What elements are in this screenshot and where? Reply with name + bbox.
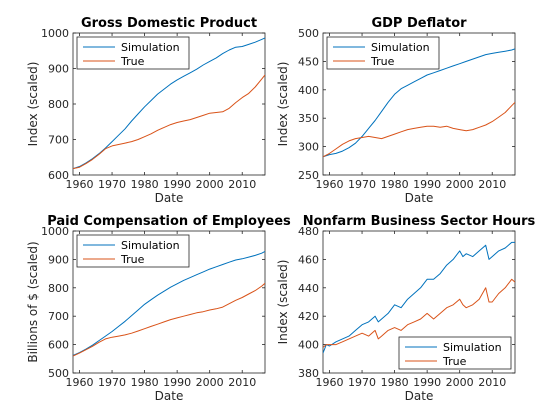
- series-line-simulation: [73, 250, 265, 356]
- x-tick-label: 1990: [413, 376, 441, 389]
- x-tick-label: 1960: [316, 178, 344, 191]
- x-tick-label: 1960: [316, 376, 344, 389]
- x-tick-label: 1980: [131, 376, 159, 389]
- legend-box: [326, 36, 440, 70]
- y-tick-label: 500: [298, 27, 319, 40]
- x-tick-label: 1990: [163, 376, 191, 389]
- x-tick-label: 2010: [478, 178, 506, 191]
- legend-label: True: [120, 55, 145, 68]
- x-tick-label: 2010: [228, 178, 256, 191]
- x-tick-label: 2000: [196, 178, 224, 191]
- series-line-simulation: [73, 37, 265, 170]
- y-tick-label: 420: [298, 310, 319, 323]
- legend-label: Simulation: [121, 41, 180, 54]
- y-tick-label: 600: [48, 339, 69, 352]
- y-tick-label: 900: [48, 253, 69, 266]
- y-tick-label: 440: [298, 282, 319, 295]
- legend-label: Simulation: [443, 341, 502, 354]
- y-tick-label: 600: [48, 169, 69, 182]
- chart-panel: 1960 1970 1980 1990 2000 2010 600 700 800 900 1000…: [26, 16, 266, 205]
- series-line-true: [73, 282, 265, 357]
- y-tick-label: 800: [48, 98, 69, 111]
- legend-label: True: [370, 55, 395, 68]
- chart-title: Nonfarm Business Sector Hours: [303, 214, 536, 229]
- series-line-true: [323, 101, 515, 158]
- y-axis-label: Index (scaled): [276, 62, 290, 147]
- x-tick-label: 2000: [446, 178, 474, 191]
- chart-title: GDP Deflator: [371, 16, 467, 31]
- series-line-simulation: [323, 48, 515, 158]
- y-tick-label: 500: [48, 367, 69, 380]
- y-tick-label: 460: [298, 253, 319, 266]
- y-tick-label: 800: [48, 282, 69, 295]
- y-tick-label: 400: [298, 84, 319, 97]
- series-line-true: [323, 278, 515, 348]
- chart-panel: 1960 1970 1980 1990 2000 2010 500 600 700 800 900 1…: [26, 214, 291, 403]
- x-tick-label: 2000: [446, 376, 474, 389]
- legend-box: [76, 36, 190, 70]
- panels: 1960 1970 1980 1990 2000 2010 600 700 800 900 1000…: [26, 16, 536, 403]
- y-tick-label: 350: [298, 112, 319, 125]
- chart-panel: 1960 1970 1980 1990 2000 2010 380 400 420 440 460 4…: [276, 214, 536, 403]
- x-tick-label: 1980: [381, 376, 409, 389]
- x-axis-label: Date: [155, 389, 184, 403]
- y-tick-label: 300: [298, 141, 319, 154]
- x-tick-label: 1990: [413, 178, 441, 191]
- legend-label: True: [442, 355, 467, 368]
- y-tick-label: 900: [48, 63, 69, 76]
- x-tick-label: 2010: [478, 376, 506, 389]
- y-axis-label: Billions of $ (scaled): [26, 241, 40, 362]
- legend-label: Simulation: [371, 41, 430, 54]
- y-tick-label: 250: [298, 169, 319, 182]
- legend-label: Simulation: [121, 239, 180, 252]
- x-tick-label: 1960: [66, 376, 94, 389]
- y-tick-label: 1000: [41, 27, 69, 40]
- legend-box: [398, 336, 512, 370]
- y-axis-label: Index (scaled): [26, 62, 40, 147]
- x-tick-label: 2010: [228, 376, 256, 389]
- x-tick-label: 1990: [163, 178, 191, 191]
- y-tick-label: 700: [48, 310, 69, 323]
- y-tick-label: 450: [298, 55, 319, 68]
- chart-title: Gross Domestic Product: [81, 16, 257, 31]
- x-tick-label: 1970: [348, 178, 376, 191]
- legend-box: [76, 234, 190, 268]
- y-tick-label: 1000: [41, 225, 69, 238]
- series-line-simulation: [323, 241, 515, 354]
- x-tick-label: 1980: [131, 178, 159, 191]
- y-tick-label: 380: [298, 367, 319, 380]
- x-axis-label: Date: [405, 191, 434, 205]
- y-tick-label: 700: [48, 134, 69, 147]
- legend-label: True: [120, 253, 145, 266]
- x-axis-label: Date: [155, 191, 184, 205]
- y-tick-label: 400: [298, 339, 319, 352]
- y-axis-label: Index (scaled): [276, 260, 290, 345]
- x-tick-label: 1980: [381, 178, 409, 191]
- x-tick-label: 1970: [98, 376, 126, 389]
- x-tick-label: 1970: [348, 376, 376, 389]
- series-line-true: [73, 74, 265, 170]
- chart-panel: 1960 1970 1980 1990 2000 2010 250 300 350 400 450 5…: [276, 16, 516, 205]
- x-tick-label: 1960: [66, 178, 94, 191]
- x-axis-label: Date: [405, 389, 434, 403]
- x-tick-label: 1970: [98, 178, 126, 191]
- chart-title: Paid Compensation of Employees: [47, 214, 291, 229]
- y-tick-label: 480: [298, 225, 319, 238]
- x-tick-label: 2000: [196, 376, 224, 389]
